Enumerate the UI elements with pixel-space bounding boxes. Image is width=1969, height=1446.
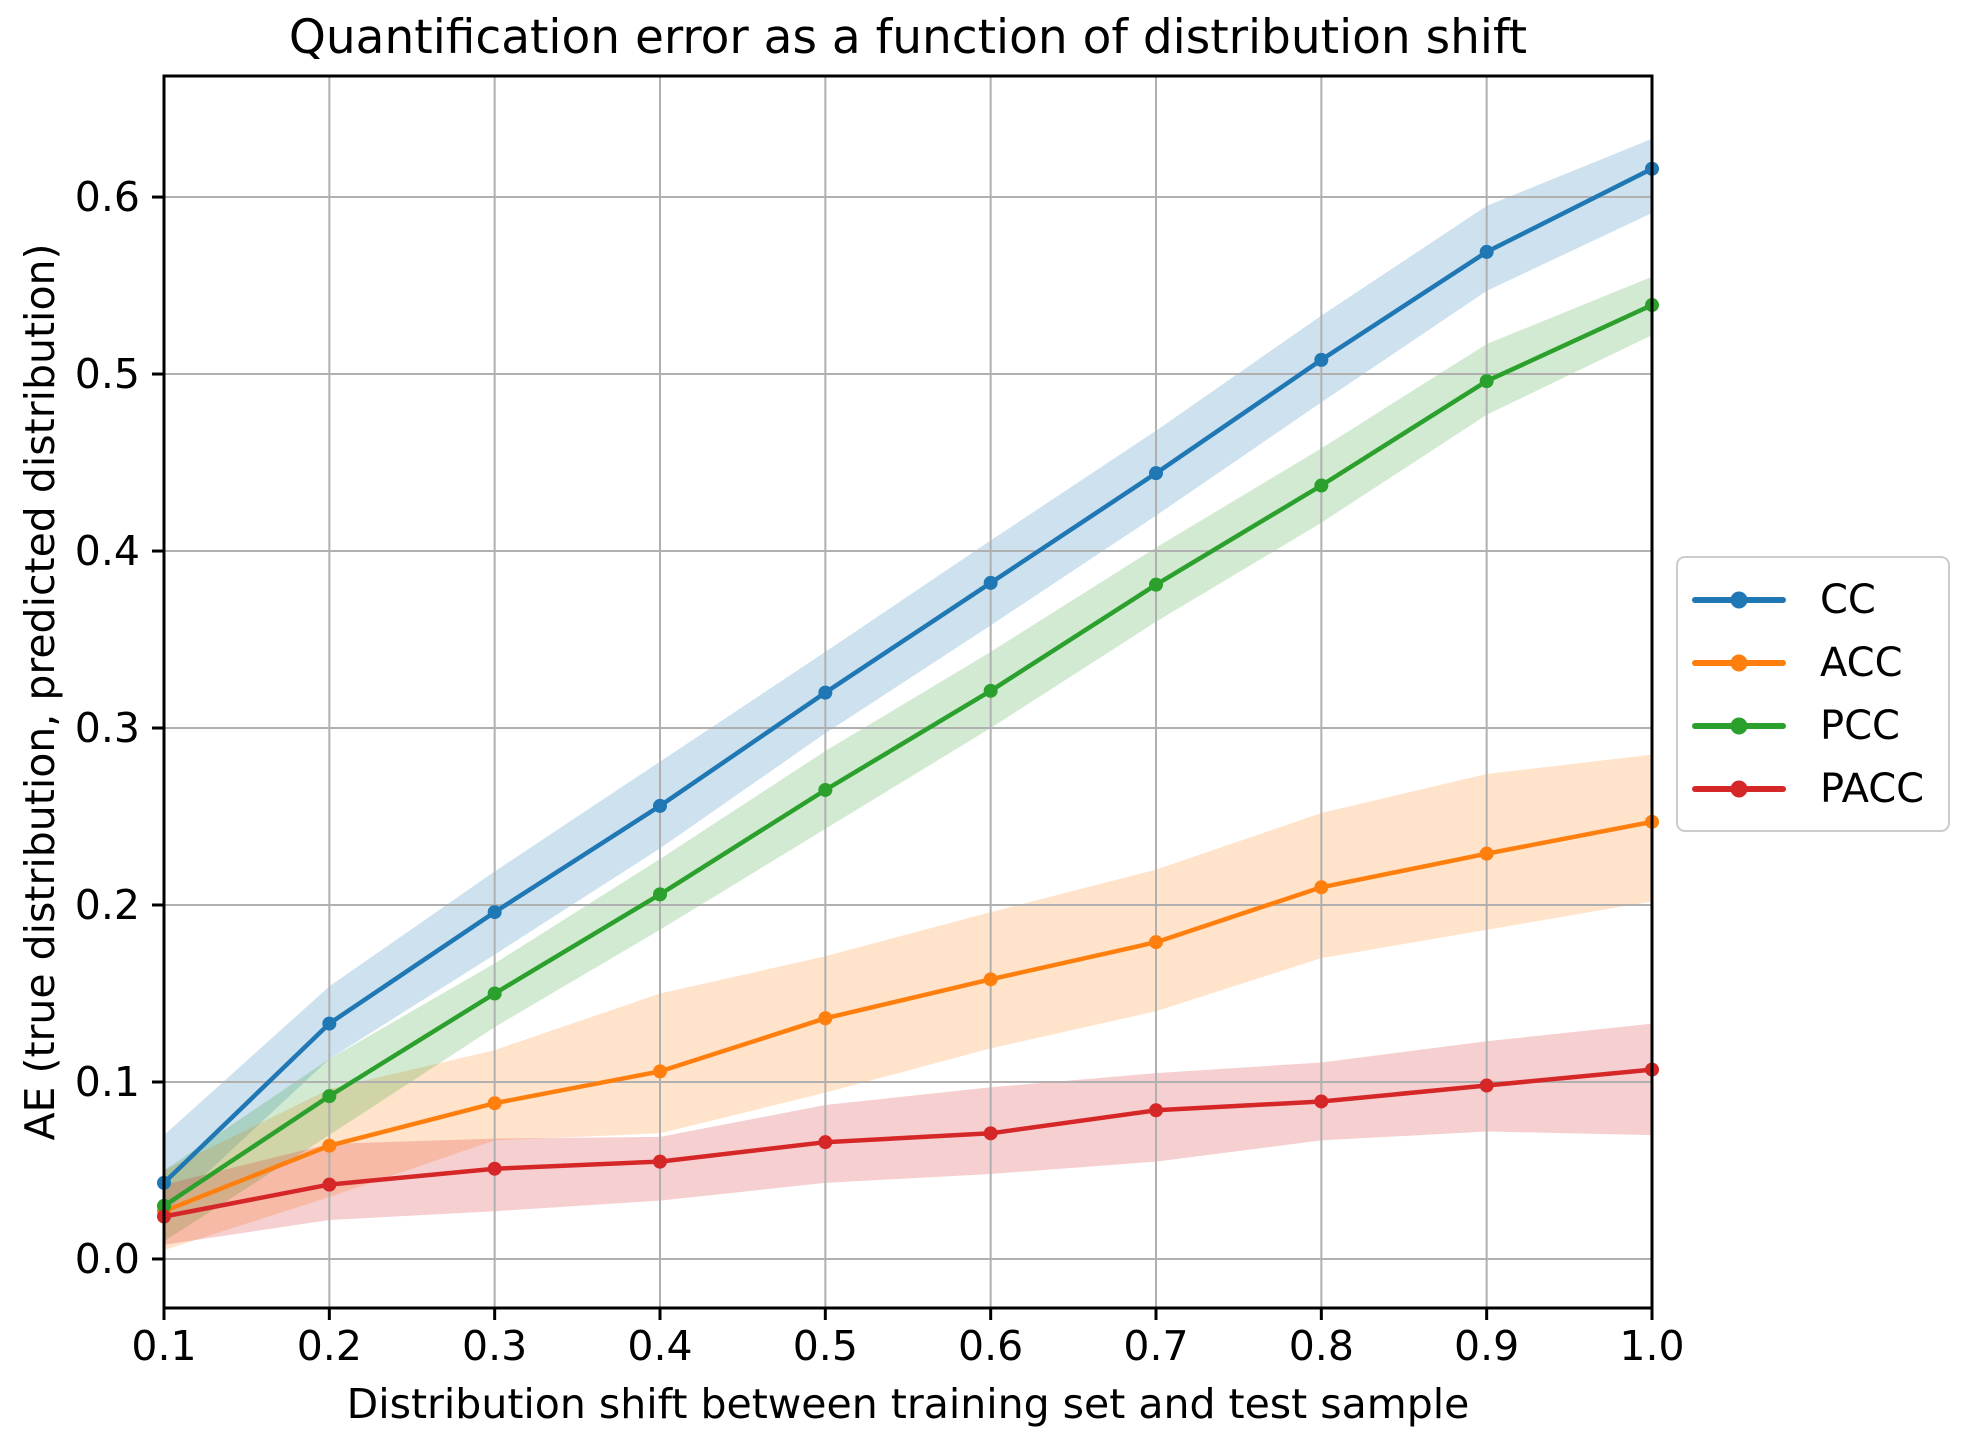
legend-item-PACC: PACC: [1678, 761, 1948, 817]
legend-marker-dot: [1730, 591, 1748, 608]
series-marker-CC: [322, 1016, 337, 1031]
y-tick-label: 0.4: [75, 527, 140, 575]
series-marker-ACC: [487, 1096, 502, 1111]
series-marker-PACC: [1479, 1078, 1494, 1093]
y-tick-label: 0.5: [75, 350, 140, 398]
legend-marker-dot: [1730, 654, 1748, 671]
series-marker-PACC: [653, 1154, 667, 1169]
legend: CC ACC PCC PACC: [1676, 556, 1950, 832]
series-marker-CC: [1314, 352, 1329, 367]
series-marker-PACC: [818, 1135, 833, 1150]
x-tick-label: 0.9: [1454, 1322, 1519, 1370]
legend-item-PCC: PCC: [1678, 698, 1948, 754]
y-tick-label: 0.2: [75, 881, 140, 929]
series-marker-PACC: [487, 1161, 502, 1176]
y-tick-label: 0.1: [75, 1058, 140, 1106]
legend-label: ACC: [1820, 639, 1903, 686]
series-marker-PACC: [1149, 1103, 1163, 1118]
x-tick-label: 0.7: [1123, 1322, 1188, 1370]
series-marker-CC: [983, 575, 998, 590]
series-marker-CC: [653, 798, 667, 813]
series-band-PACC: [164, 1023, 1652, 1245]
legend-line-sample: [1692, 780, 1786, 797]
series-marker-ACC: [1149, 935, 1163, 950]
series-marker-PCC: [322, 1089, 337, 1104]
x-tick-label: 1.0: [1619, 1322, 1684, 1370]
y-tick-label: 0.0: [75, 1235, 140, 1283]
y-tick-label: 0.6: [75, 173, 140, 221]
series-line-ACC: [161, 819, 1655, 1214]
series-marker-PCC: [1314, 478, 1329, 493]
plot-border: [162, 74, 1654, 1310]
legend-label: CC: [1820, 576, 1876, 623]
series-line-PCC: [161, 302, 1655, 1209]
x-tick-label: 0.8: [1289, 1322, 1354, 1370]
series-marker-PCC: [1149, 577, 1163, 592]
legend-item-CC: CC: [1678, 572, 1948, 628]
legend-label: PCC: [1820, 702, 1900, 749]
legend-line-sample: [1692, 717, 1786, 734]
x-tick-label: 0.1: [131, 1322, 196, 1370]
x-tick-label: 0.2: [297, 1322, 362, 1370]
series-line-CC: [161, 166, 1655, 1186]
x-axis-label: Distribution shift between training set …: [346, 1380, 1470, 1428]
series-marker-PCC: [487, 986, 502, 1001]
series-marker-CC: [1479, 244, 1494, 259]
series-marker-ACC: [1479, 846, 1494, 861]
series-marker-PCC: [1479, 374, 1494, 389]
chart-title: Quantification error as a function of di…: [288, 10, 1528, 65]
series-marker-PCC: [983, 683, 998, 698]
x-tick-label: 0.4: [627, 1322, 692, 1370]
series-marker-ACC: [1314, 880, 1329, 895]
x-tick-label: 0.6: [958, 1322, 1023, 1370]
series-band-PCC: [164, 276, 1652, 1242]
series-marker-CC: [818, 685, 833, 700]
series-marker-ACC: [653, 1064, 667, 1079]
series-band-CC: [164, 138, 1652, 1214]
legend-line-sample: [1692, 654, 1786, 671]
legend-label: PACC: [1820, 765, 1925, 812]
series-marker-CC: [487, 905, 502, 920]
series-marker-ACC: [983, 972, 998, 987]
series-marker-ACC: [322, 1138, 337, 1153]
legend-line-sample: [1692, 591, 1786, 608]
series-line-PACC: [161, 1067, 1655, 1219]
series-marker-PACC: [983, 1126, 998, 1141]
legend-marker-dot: [1730, 780, 1748, 797]
series-marker-PACC: [322, 1177, 337, 1192]
series-marker-PACC: [1314, 1094, 1329, 1109]
series-marker-PCC: [818, 782, 833, 797]
x-tick-label: 0.5: [793, 1322, 858, 1370]
y-axis-label: AE (true distribution, predicted distrib…: [16, 243, 64, 1141]
x-tick-label: 0.3: [462, 1322, 527, 1370]
legend-item-ACC: ACC: [1678, 635, 1948, 691]
legend-marker-dot: [1730, 717, 1748, 734]
series-marker-CC: [1149, 466, 1163, 481]
series-marker-ACC: [818, 1011, 833, 1026]
y-tick-label: 0.3: [75, 704, 140, 752]
series-marker-PCC: [653, 887, 667, 902]
series-band-ACC: [164, 754, 1652, 1251]
